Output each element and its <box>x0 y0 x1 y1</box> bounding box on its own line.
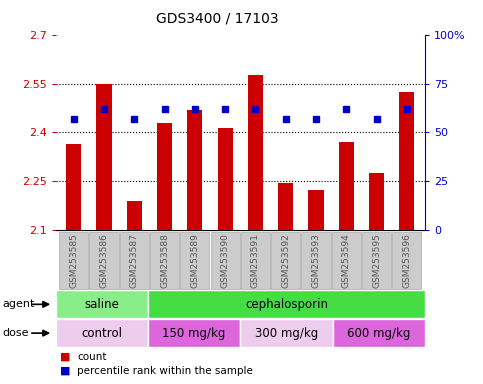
Text: GSM253595: GSM253595 <box>372 233 381 288</box>
Bar <box>278 183 293 230</box>
Text: ■: ■ <box>60 352 71 362</box>
FancyBboxPatch shape <box>56 291 148 318</box>
Text: GSM253590: GSM253590 <box>221 233 229 288</box>
Bar <box>187 110 202 230</box>
FancyBboxPatch shape <box>89 232 118 289</box>
Text: 600 mg/kg: 600 mg/kg <box>347 327 411 339</box>
Text: GSM253588: GSM253588 <box>160 233 169 288</box>
Text: GSM253596: GSM253596 <box>402 233 412 288</box>
Bar <box>97 84 112 230</box>
FancyBboxPatch shape <box>148 319 241 347</box>
Text: 300 mg/kg: 300 mg/kg <box>255 327 318 339</box>
Text: saline: saline <box>85 298 119 311</box>
Bar <box>157 123 172 230</box>
Bar <box>369 173 384 230</box>
Text: GSM253591: GSM253591 <box>251 233 260 288</box>
Text: percentile rank within the sample: percentile rank within the sample <box>77 366 253 376</box>
FancyBboxPatch shape <box>392 232 421 289</box>
Text: dose: dose <box>2 328 29 338</box>
Text: cephalosporin: cephalosporin <box>245 298 328 311</box>
Text: GSM253594: GSM253594 <box>342 233 351 288</box>
Bar <box>399 92 414 230</box>
FancyBboxPatch shape <box>271 232 300 289</box>
Text: GDS3400 / 17103: GDS3400 / 17103 <box>156 12 279 25</box>
Bar <box>339 142 354 230</box>
FancyBboxPatch shape <box>148 291 425 318</box>
Text: count: count <box>77 352 107 362</box>
Text: GSM253587: GSM253587 <box>130 233 139 288</box>
Text: ■: ■ <box>60 366 71 376</box>
Bar <box>248 75 263 230</box>
Text: 150 mg/kg: 150 mg/kg <box>162 327 226 339</box>
FancyBboxPatch shape <box>241 232 270 289</box>
FancyBboxPatch shape <box>241 319 333 347</box>
FancyBboxPatch shape <box>59 232 88 289</box>
FancyBboxPatch shape <box>333 319 425 347</box>
Bar <box>309 190 324 230</box>
FancyBboxPatch shape <box>150 232 179 289</box>
Text: GSM253589: GSM253589 <box>190 233 199 288</box>
Bar <box>127 201 142 230</box>
FancyBboxPatch shape <box>332 232 361 289</box>
FancyBboxPatch shape <box>362 232 391 289</box>
Text: agent: agent <box>2 299 35 310</box>
FancyBboxPatch shape <box>180 232 210 289</box>
FancyBboxPatch shape <box>56 319 148 347</box>
FancyBboxPatch shape <box>120 232 149 289</box>
Text: control: control <box>81 327 122 339</box>
Text: GSM253593: GSM253593 <box>312 233 321 288</box>
Bar <box>217 127 233 230</box>
FancyBboxPatch shape <box>211 232 240 289</box>
Text: GSM253585: GSM253585 <box>69 233 78 288</box>
Bar <box>66 144 81 230</box>
Text: GSM253592: GSM253592 <box>281 233 290 288</box>
Text: GSM253586: GSM253586 <box>99 233 109 288</box>
FancyBboxPatch shape <box>301 232 330 289</box>
